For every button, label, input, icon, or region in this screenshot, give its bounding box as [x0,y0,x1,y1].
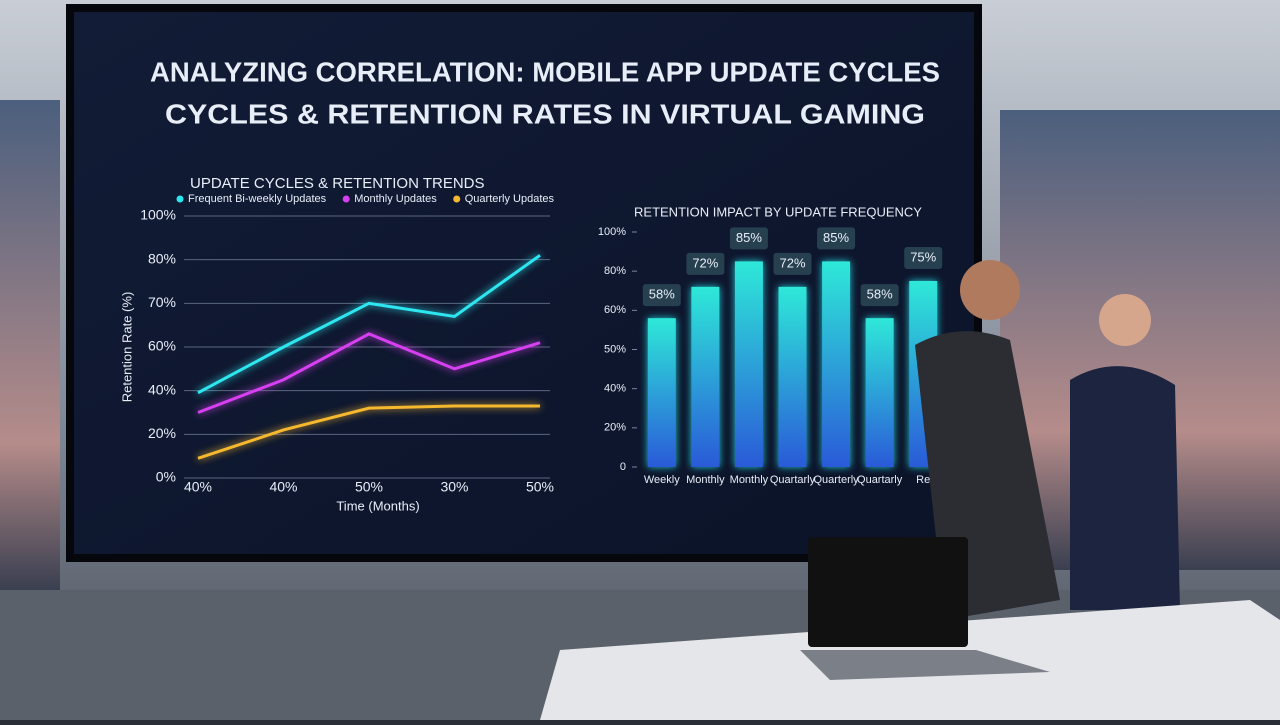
y-tick-label: 60% [148,338,176,354]
legend-label: Quarterly Updates [465,193,555,205]
laptop-base [800,650,1050,680]
x-tick-label: Monthly [730,474,769,486]
value-label-box [860,284,899,307]
x-tick-label: Quartarly [770,474,816,486]
x-axis-label: Time (Months) [336,498,419,513]
bar [734,261,763,467]
legend-swatch [342,195,350,203]
value-label: 85% [736,230,762,245]
bar [865,318,894,467]
y-tick-label: 100% [140,207,176,223]
value-label: 58% [867,287,893,302]
value-label-box [817,227,856,250]
laptop-screen [808,537,968,647]
x-tick-label: 40% [269,479,297,495]
bar [822,261,851,467]
person [1070,366,1180,610]
value-label: 85% [823,230,849,245]
bar [778,286,807,467]
person-head [1099,294,1151,346]
chart-title: UPDATE CYCLES & RETENTION TRENDS [190,175,485,192]
value-label-box [904,246,943,269]
x-tick-label: 50% [526,479,554,495]
line [197,332,541,414]
x-tick-label: Re [916,474,930,486]
value-label: 58% [649,287,675,302]
legend-label: Frequent Bi-weekly Updates [188,193,327,205]
y-tick-label: 40% [148,381,176,397]
x-tick-label: Quartarly [857,474,903,486]
screen-title: ANALYZING CORRELATION: MOBILE APP UPDATE… [150,56,940,87]
y-tick-label: 20% [148,425,176,441]
x-tick-label: 40% [184,479,212,495]
window [0,100,60,590]
line [197,254,541,395]
value-label-box [729,227,768,250]
y-tick-label: 50% [604,343,626,355]
line [197,404,540,460]
x-tick-label: Quarterly [813,474,859,486]
value-label-box [686,252,725,275]
y-tick-label: 100% [598,226,626,238]
legend-label: Monthly Updates [354,193,437,205]
person-head [960,260,1020,320]
value-label: 72% [692,255,718,270]
bar [647,318,676,467]
legend-swatch [453,195,461,203]
bar [691,286,720,467]
legend-swatch [176,195,184,203]
x-tick-label: 50% [355,479,383,495]
x-tick-label: 30% [440,479,468,495]
y-axis-label: Retention Rate (%) [119,292,134,403]
y-tick-label: 0 [620,461,626,473]
y-tick-label: 80% [148,250,176,266]
value-label-box [773,252,812,275]
y-tick-label: 20% [604,422,626,434]
value-label-box [642,284,681,307]
x-tick-label: Weekly [644,474,680,486]
y-tick-label: 40% [604,383,626,395]
screen-title: CYCLES & RETENTION RATES IN VIRTUAL GAMI… [165,98,925,129]
y-tick-label: 80% [604,265,626,277]
x-tick-label: Monthly [686,474,725,486]
y-tick-label: 70% [148,294,176,310]
chart-title: RETENTION IMPACT BY UPDATE FREQUENCY [634,204,922,219]
value-label: 72% [779,255,805,270]
value-label: 75% [910,249,936,264]
y-tick-label: 0% [156,469,176,485]
y-tick-label: 60% [604,304,626,316]
